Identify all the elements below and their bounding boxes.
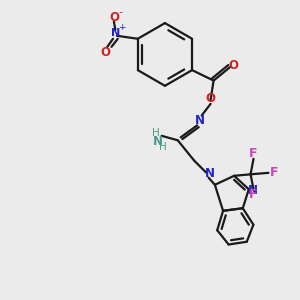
Text: N: N — [111, 28, 120, 38]
Text: N: N — [205, 167, 215, 180]
Text: O: O — [100, 46, 110, 59]
Text: H: H — [159, 142, 167, 152]
Text: -: - — [118, 7, 122, 17]
Text: O: O — [109, 11, 119, 24]
Text: F: F — [249, 188, 258, 201]
Text: N: N — [248, 184, 258, 197]
Text: N: N — [195, 114, 205, 128]
Text: H: H — [152, 128, 160, 138]
Text: +: + — [118, 23, 126, 32]
Text: N: N — [153, 135, 163, 148]
Text: F: F — [249, 147, 258, 160]
Text: F: F — [270, 166, 278, 179]
Text: O: O — [229, 59, 238, 72]
Text: O: O — [206, 92, 216, 105]
